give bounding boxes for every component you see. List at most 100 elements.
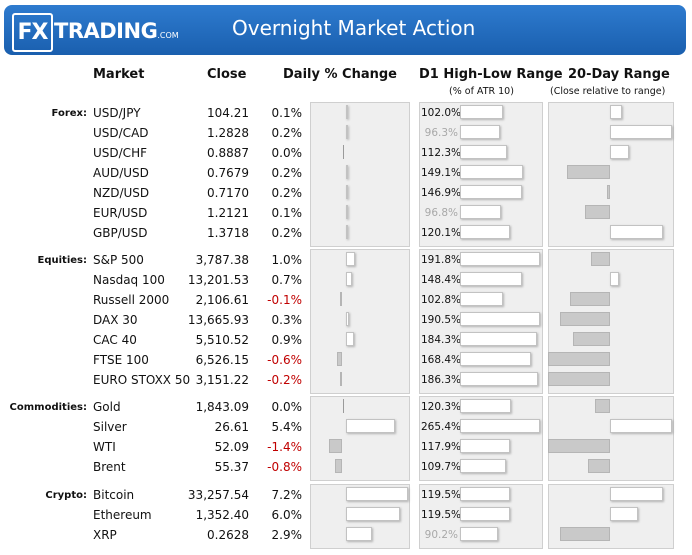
atr-value: 148.4%: [421, 274, 462, 286]
logo-fx-mark: FX: [12, 13, 53, 52]
group-label: Commodities:: [9, 402, 87, 413]
col-header-daily-change: Daily % Change: [283, 67, 397, 82]
range-20day-bar: [560, 312, 610, 326]
market-name: EURO STOXX 50: [93, 373, 191, 387]
atr-bar: [460, 125, 501, 139]
atr-bar: [460, 439, 510, 453]
daily-change-bar: [346, 105, 348, 119]
range-20day-bar: [606, 185, 610, 199]
daily-change-bar: [346, 332, 355, 346]
group-label: Equities:: [37, 255, 87, 266]
atr-bar: [460, 145, 508, 159]
atr-value: 109.7%: [421, 461, 462, 473]
close-value: 0.2628: [207, 528, 249, 542]
daily-change-value: -0.2%: [267, 373, 302, 387]
daily-change-value: -0.6%: [267, 353, 302, 367]
daily-change-value: 0.3%: [271, 313, 303, 327]
daily-change-bar: [329, 439, 342, 453]
market-name: USD/CAD: [93, 126, 149, 140]
daily-change-value: 0.2%: [271, 166, 303, 180]
range-20day-bar: [560, 527, 610, 541]
daily-change-bar: [346, 125, 348, 139]
col-subheader-atr: (% of ATR 10): [449, 86, 514, 97]
atr-value: 184.3%: [421, 334, 462, 346]
atr-bar: [460, 332, 538, 346]
daily-change-bar: [346, 487, 408, 501]
close-value: 1.2828: [207, 126, 249, 140]
market-name: XRP: [93, 528, 117, 542]
atr-value: 96.3%: [424, 127, 458, 139]
col-header-d1-range: D1 High-Low Range: [419, 67, 563, 82]
daily-change-bar: [346, 272, 353, 286]
daily-change-value: 0.2%: [271, 126, 303, 140]
col-header-20day-range: 20-Day Range: [568, 67, 670, 82]
daily-change-bar: [343, 399, 344, 413]
atr-bar: [460, 312, 540, 326]
daily-change-bar: [346, 205, 348, 219]
daily-change-value: -0.8%: [267, 460, 302, 474]
daily-change-value: 0.2%: [271, 226, 303, 240]
group-label: Forex:: [51, 108, 87, 119]
col-header-market: Market: [93, 67, 145, 82]
range-20day-bar: [585, 205, 610, 219]
close-value: 1.2121: [207, 206, 249, 220]
market-name: FTSE 100: [93, 353, 149, 367]
atr-value: 168.4%: [421, 354, 462, 366]
range-20day-bar: [572, 332, 610, 346]
atr-bar: [460, 487, 511, 501]
market-name: EUR/USD: [93, 206, 148, 220]
daily-change-panel: [310, 249, 410, 394]
atr-bar: [460, 527, 498, 541]
close-value: 0.7679: [207, 166, 249, 180]
market-name: USD/CHF: [93, 146, 147, 160]
atr-bar: [460, 105, 503, 119]
range-20day-bar: [548, 352, 610, 366]
close-value: 1,352.40: [195, 508, 249, 522]
close-value: 52.09: [214, 440, 249, 454]
close-value: 3,151.22: [195, 373, 249, 387]
close-value: 33,257.54: [187, 488, 249, 502]
daily-change-bar: [346, 312, 349, 326]
daily-change-bar: [336, 352, 342, 366]
daily-change-value: 0.0%: [271, 400, 303, 414]
close-value: 0.7170: [207, 186, 249, 200]
range-20day-bar: [610, 225, 663, 239]
range-20day-bar: [594, 399, 610, 413]
atr-value: 119.5%: [421, 509, 462, 521]
daily-change-value: 0.1%: [271, 206, 303, 220]
close-value: 13,201.53: [187, 273, 249, 287]
daily-change-value: 0.1%: [271, 106, 303, 120]
daily-change-value: 6.0%: [271, 508, 303, 522]
atr-value: 90.2%: [424, 529, 458, 541]
atr-value: 190.5%: [421, 314, 462, 326]
daily-change-bar: [346, 527, 373, 541]
atr-bar: [460, 352, 531, 366]
atr-bar: [460, 292, 504, 306]
range-20day-bar: [566, 165, 610, 179]
daily-change-value: 7.2%: [271, 488, 303, 502]
atr-value: 191.8%: [421, 254, 462, 266]
close-value: 104.21: [207, 106, 249, 120]
daily-change-value: -0.1%: [267, 293, 302, 307]
close-value: 26.61: [214, 420, 249, 434]
range-20day-bar: [610, 105, 623, 119]
daily-change-panel: [310, 396, 410, 481]
range-20day-bar: [588, 459, 610, 473]
daily-change-bar: [346, 507, 400, 521]
market-name: Ethereum: [93, 508, 152, 522]
atr-bar: [460, 507, 511, 521]
daily-change-bar: [340, 372, 342, 386]
range-20day-bar: [591, 252, 610, 266]
close-value: 1.3718: [207, 226, 249, 240]
atr-value: 102.8%: [421, 294, 462, 306]
atr-value: 117.9%: [421, 441, 462, 453]
market-name: GBP/USD: [93, 226, 148, 240]
atr-value: 96.8%: [424, 207, 458, 219]
atr-bar: [460, 272, 523, 286]
daily-change-bar: [346, 185, 348, 199]
market-name: CAC 40: [93, 333, 137, 347]
logo-wordmark: TRADING.COM: [54, 19, 179, 43]
market-name: Gold: [93, 400, 121, 414]
range-20day-panel: [548, 396, 674, 481]
atr-bar: [460, 372, 539, 386]
